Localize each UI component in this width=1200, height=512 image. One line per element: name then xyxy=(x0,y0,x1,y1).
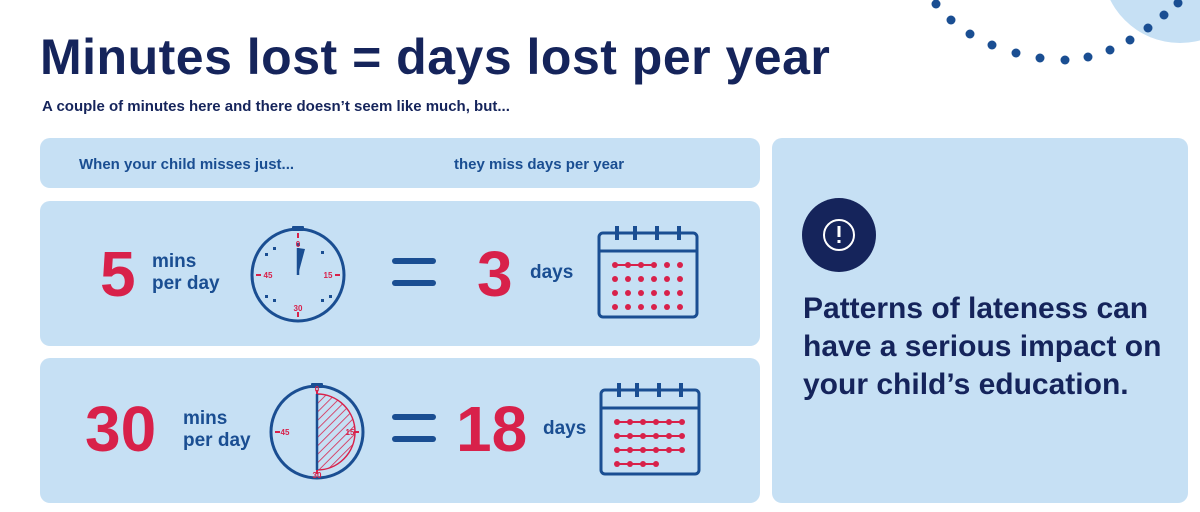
equals-sign xyxy=(392,414,436,458)
row-30-minutes xyxy=(40,358,760,503)
calendar-icon xyxy=(597,226,699,319)
page-subtitle: A couple of minutes here and there doesn… xyxy=(42,98,510,115)
exclamation-circle-icon xyxy=(802,198,876,272)
clock-tick-15: 15 xyxy=(324,271,333,280)
row2-minutes-value: 30 xyxy=(85,393,157,465)
row1-days-value: 3 xyxy=(477,238,513,310)
header-right-label: they miss days per year xyxy=(454,156,625,173)
row1-days-unit: days xyxy=(530,262,574,283)
clock-tick-0: 0 xyxy=(296,240,301,249)
header-left-label: When your child misses just... xyxy=(79,156,295,173)
lateness-message: Patterns of lateness can have a serious … xyxy=(803,292,1162,401)
page-title: Minutes lost = days lost per year xyxy=(40,29,831,85)
row1-minutes-unit: mins per day xyxy=(152,251,220,294)
row-5-minutes xyxy=(40,201,760,346)
dotted-arc-decoration xyxy=(931,0,1200,65)
row2-minutes-unit: mins per day xyxy=(183,408,251,451)
clock-tick-30: 30 xyxy=(294,304,303,313)
clock-tick-15: 15 xyxy=(346,428,355,437)
stopwatch-icon: 0 15 30 45 xyxy=(250,226,346,323)
stopwatch-icon: 0 15 30 45 xyxy=(269,383,365,480)
row2-days-unit: days xyxy=(543,418,587,439)
row1-minutes-value: 5 xyxy=(100,238,136,310)
clock-tick-30: 30 xyxy=(313,471,322,480)
calendar-icon xyxy=(599,383,701,476)
clock-tick-0: 0 xyxy=(315,385,320,394)
equals-sign xyxy=(392,258,436,302)
row2-days-value: 18 xyxy=(456,393,528,465)
clock-tick-45: 45 xyxy=(281,428,290,437)
clock-tick-45: 45 xyxy=(264,271,273,280)
table-header-panel xyxy=(40,138,760,188)
